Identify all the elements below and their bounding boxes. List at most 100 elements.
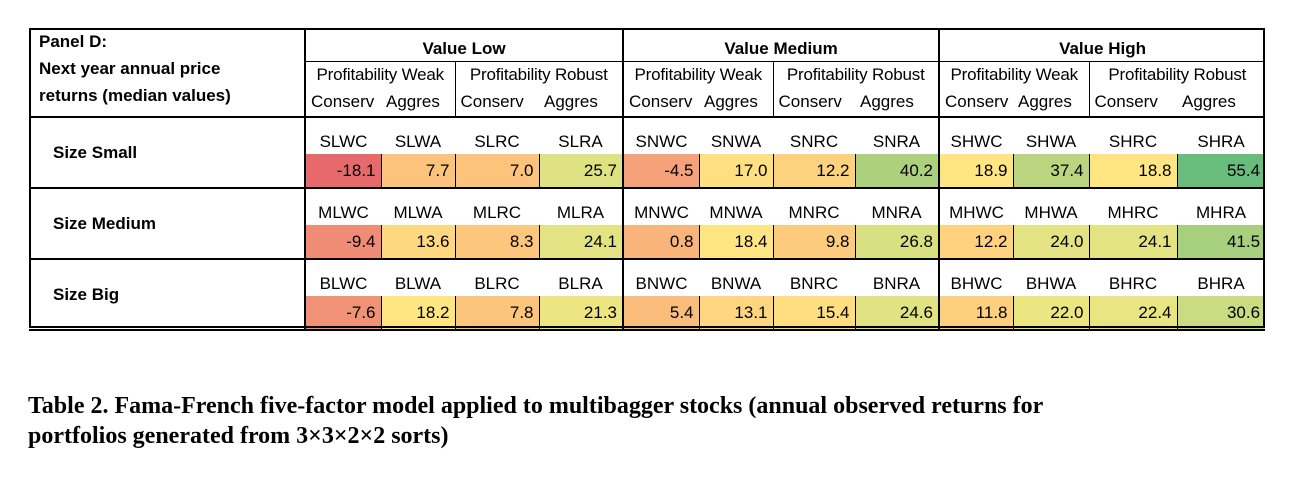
return-value-cell: 17.0 (699, 154, 774, 189)
return-value-cell: 24.1 (539, 225, 625, 260)
return-value-cell: -7.6 (305, 296, 382, 331)
investment-header: Aggres (1013, 88, 1090, 118)
caption-line2: portfolios generated from 3×3×2×2 sorts) (28, 423, 449, 449)
investment-header: Conserv (773, 88, 856, 118)
table-caption: Table 2. Fama-French five-factor model a… (28, 391, 1278, 451)
investment-header: Aggres (539, 88, 625, 118)
investment-header: Aggres (381, 88, 456, 118)
return-value-cell: 40.2 (855, 154, 941, 189)
portfolio-code: SLRA (539, 117, 625, 154)
return-value-cell: 15.4 (773, 296, 856, 331)
portfolio-code: BNRC (789, 274, 839, 293)
portfolio-code: MHRC (1107, 203, 1159, 222)
return-value-cell: -18.1 (305, 154, 382, 189)
portfolio-code: SNWA (710, 132, 762, 151)
return-value-cell: 25.7 (539, 154, 625, 189)
return-value-cell: 55.4 (1177, 154, 1266, 189)
portfolio-code: BNWC (635, 274, 688, 293)
return-value-cell: 13.1 (699, 296, 774, 331)
return-value-cell: 18.9 (939, 154, 1014, 189)
investment-header: Aggres (1177, 88, 1266, 118)
return-value-cell: 30.6 (1177, 296, 1266, 331)
portfolio-code: MNWA (709, 203, 763, 222)
return-value-cell: 24.0 (1013, 225, 1090, 260)
value-group-header: Value High (939, 28, 1266, 62)
portfolio-code: BLRA (539, 259, 625, 296)
portfolio-code: BLWA (394, 274, 442, 293)
table-row-values: -9.4 13.6 8.3 24.1 0.8 18.4 9.8 26.8 12.2 24.0 24.… (29, 225, 1266, 260)
profitability-header: Profitability Weak (305, 61, 456, 88)
table-row-values: -7.6 18.2 7.8 21.3 5.4 13.1 15.4 24.6 11.8 22.0 22… (29, 296, 1266, 331)
portfolio-code: MLWA (393, 203, 443, 222)
investment-header: Conserv (455, 88, 539, 118)
panel-subtitle-line2: returns (median values) (39, 86, 231, 105)
returns-table: Panel D: Next year annual price returns … (29, 28, 1266, 331)
size-row-label: Size Big (29, 259, 306, 331)
investment-header: Aggres (699, 88, 774, 118)
return-value-cell: 22.0 (1013, 296, 1090, 331)
profitability-header: Profitability Robust (455, 61, 625, 88)
portfolio-code: MNRA (855, 188, 941, 225)
portfolio-code: BHWA (1025, 274, 1077, 293)
return-value-cell: 5.4 (623, 296, 700, 331)
return-value-cell: 7.0 (455, 154, 540, 189)
return-value-cell: 7.8 (455, 296, 540, 331)
portfolio-code: SLWA (394, 132, 442, 151)
portfolio-code: SNWC (635, 132, 688, 151)
portfolio-code: BHWC (950, 274, 1003, 293)
return-value-cell: 18.2 (381, 296, 456, 331)
return-value-cell: 13.6 (381, 225, 456, 260)
portfolio-code: SNRC (789, 132, 839, 151)
portfolio-code: SHRC (1108, 132, 1158, 151)
return-value-cell: 37.4 (1013, 154, 1090, 189)
return-value-cell: -9.4 (305, 225, 382, 260)
return-value-cell: 24.6 (855, 296, 941, 331)
panel-title: Panel D: (39, 32, 108, 51)
table-row-codes: Size Big BLWC BLWA BLRC BLRA BNWC BNWA BNRC BNRA… (29, 259, 1265, 331)
investment-header: Conserv (305, 88, 381, 118)
return-value-cell: 12.2 (773, 154, 856, 189)
caption-line1: Table 2. Fama-French five-factor model a… (28, 393, 1044, 419)
return-value-cell: 41.5 (1177, 225, 1266, 260)
portfolio-code: SHWA (1025, 132, 1077, 151)
portfolio-code: BNWA (710, 274, 762, 293)
portfolio-code: BLWC (319, 274, 368, 293)
profitability-header: Profitability Weak (623, 61, 774, 88)
table-row-codes: Size Small SLWC SLWA SLRC SLRA SNWC SNWA SNRC SN… (29, 117, 1265, 189)
portfolio-code: MHRA (1196, 203, 1247, 222)
investment-header: Conserv (939, 88, 1014, 118)
profitability-header: Profitability Robust (773, 61, 941, 88)
portfolio-code: MHWC (949, 203, 1004, 222)
return-value-cell: -4.5 (623, 154, 700, 189)
portfolio-code: MNRC (788, 203, 840, 222)
panel-subtitle-line1: Next year annual price (39, 59, 221, 78)
portfolio-code: MHWA (1024, 203, 1078, 222)
return-value-cell: 22.4 (1089, 296, 1178, 331)
portfolio-code: BHRA (1197, 274, 1245, 293)
profitability-header: Profitability Weak (939, 61, 1090, 88)
return-value-cell: 18.4 (699, 225, 774, 260)
portfolio-code: SHRA (1197, 132, 1245, 151)
value-group-header: Value Low (305, 28, 625, 62)
portfolio-code: BLRC (474, 274, 520, 293)
portfolio-code: SLWC (319, 132, 368, 151)
return-value-cell: 24.1 (1089, 225, 1178, 260)
return-value-cell: 18.8 (1089, 154, 1178, 189)
return-value-cell: 26.8 (855, 225, 941, 260)
table-row-codes: Size Medium MLWC MLWA MLRC MLRA MNWC MNWA MNRC M… (29, 188, 1265, 260)
portfolio-code: SHWC (950, 132, 1003, 151)
return-value-cell: 7.7 (381, 154, 456, 189)
portfolio-code: SNRA (855, 117, 941, 154)
portfolio-code: SLRC (474, 132, 520, 151)
value-group-header: Value Medium (623, 28, 941, 62)
return-value-cell: 8.3 (455, 225, 540, 260)
portfolio-code: MLRC (472, 203, 522, 222)
profitability-header: Profitability Robust (1108, 65, 1247, 84)
return-value-cell: 21.3 (539, 296, 625, 331)
size-row-label: Size Medium (29, 188, 306, 260)
return-value-cell: 0.8 (623, 225, 700, 260)
table-row-values: -18.1 7.7 7.0 25.7 -4.5 17.0 12.2 40.2 18.9 37.4 1… (29, 154, 1266, 189)
return-value-cell: 11.8 (939, 296, 1014, 331)
return-value-cell: 9.8 (773, 225, 856, 260)
return-value-cell: 12.2 (939, 225, 1014, 260)
